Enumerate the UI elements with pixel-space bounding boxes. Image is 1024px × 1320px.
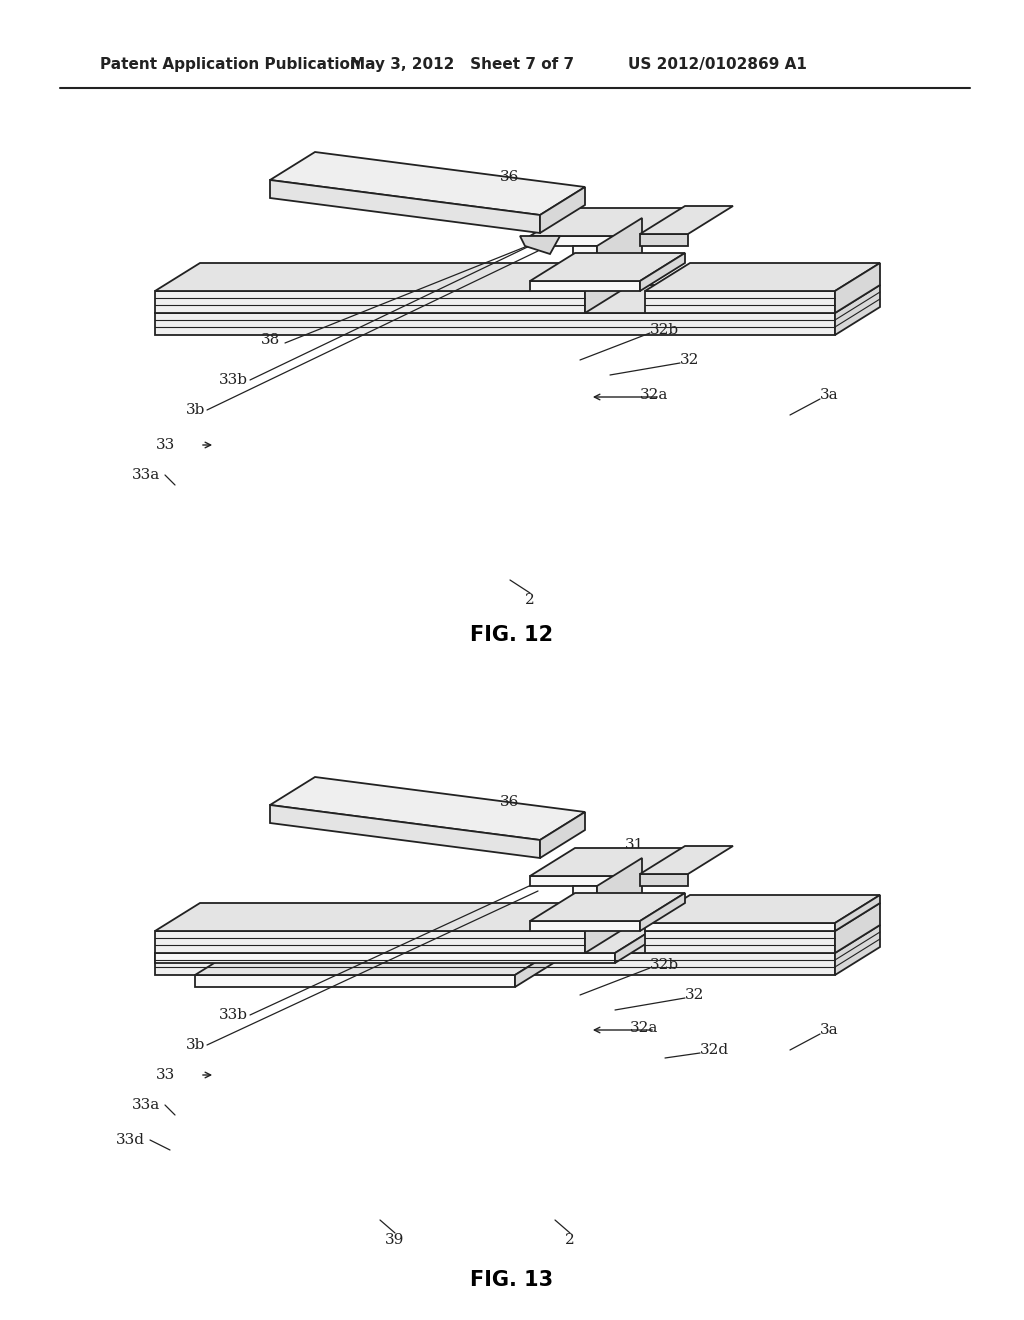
Polygon shape <box>270 777 585 840</box>
Polygon shape <box>573 246 597 281</box>
Polygon shape <box>640 209 685 246</box>
Text: 33d: 33d <box>116 1133 145 1147</box>
Polygon shape <box>645 290 835 313</box>
Text: 32: 32 <box>685 987 705 1002</box>
Polygon shape <box>520 236 560 253</box>
Polygon shape <box>530 209 685 236</box>
Polygon shape <box>835 925 880 975</box>
Polygon shape <box>615 925 660 964</box>
Polygon shape <box>640 846 733 874</box>
Polygon shape <box>155 953 835 975</box>
Text: Patent Application Publication: Patent Application Publication <box>100 58 360 73</box>
Text: US 2012/0102869 A1: US 2012/0102869 A1 <box>628 58 807 73</box>
Text: 33a: 33a <box>132 1098 160 1111</box>
Polygon shape <box>645 923 835 931</box>
Polygon shape <box>270 180 540 234</box>
Text: 33: 33 <box>156 1068 175 1082</box>
Text: 33b: 33b <box>219 374 248 387</box>
Polygon shape <box>155 290 585 313</box>
Text: 31: 31 <box>620 213 639 227</box>
Polygon shape <box>645 931 835 953</box>
Text: 3b: 3b <box>185 1038 205 1052</box>
Text: 33: 33 <box>156 438 175 451</box>
Text: 31: 31 <box>625 838 644 851</box>
Text: 2: 2 <box>525 593 535 607</box>
Polygon shape <box>155 263 630 290</box>
Text: 32b: 32b <box>650 323 679 337</box>
Polygon shape <box>835 285 880 335</box>
Polygon shape <box>835 903 880 953</box>
Polygon shape <box>640 874 688 886</box>
Polygon shape <box>155 313 835 335</box>
Polygon shape <box>540 812 585 858</box>
Polygon shape <box>573 886 597 921</box>
Polygon shape <box>155 925 660 953</box>
Polygon shape <box>195 946 560 975</box>
Text: May 3, 2012   Sheet 7 of 7: May 3, 2012 Sheet 7 of 7 <box>350 58 574 73</box>
Polygon shape <box>270 805 540 858</box>
Polygon shape <box>585 903 630 953</box>
Polygon shape <box>645 263 880 290</box>
Polygon shape <box>530 236 640 246</box>
Polygon shape <box>585 263 630 313</box>
Text: 32d: 32d <box>700 1043 729 1057</box>
Text: 38: 38 <box>260 333 280 347</box>
Polygon shape <box>835 263 880 313</box>
Polygon shape <box>597 858 642 921</box>
Polygon shape <box>640 234 688 246</box>
Polygon shape <box>155 953 615 964</box>
Text: 36: 36 <box>501 795 520 809</box>
Polygon shape <box>540 187 585 234</box>
Polygon shape <box>645 895 880 923</box>
Polygon shape <box>270 152 585 215</box>
Polygon shape <box>640 894 685 931</box>
Text: 2: 2 <box>565 1233 574 1247</box>
Text: 3b: 3b <box>185 403 205 417</box>
Polygon shape <box>155 285 880 313</box>
Text: FIG. 12: FIG. 12 <box>470 624 554 645</box>
Polygon shape <box>515 946 560 987</box>
Text: 32a: 32a <box>630 1020 658 1035</box>
Text: 33a: 33a <box>132 469 160 482</box>
Text: 3a: 3a <box>820 1023 839 1038</box>
Polygon shape <box>835 895 880 931</box>
Text: 3a: 3a <box>820 388 839 403</box>
Text: 32: 32 <box>680 352 699 367</box>
Polygon shape <box>155 903 630 931</box>
Polygon shape <box>155 925 880 953</box>
Polygon shape <box>155 931 585 953</box>
Text: 32a: 32a <box>640 388 669 403</box>
Polygon shape <box>530 894 685 921</box>
Text: 33b: 33b <box>219 1008 248 1022</box>
Polygon shape <box>597 218 642 281</box>
Polygon shape <box>530 876 640 886</box>
Polygon shape <box>640 206 733 234</box>
Text: 32b: 32b <box>650 958 679 972</box>
Text: 36: 36 <box>501 170 520 183</box>
Text: FIG. 13: FIG. 13 <box>470 1270 554 1290</box>
Polygon shape <box>195 975 515 987</box>
Text: 39: 39 <box>385 1233 404 1247</box>
Polygon shape <box>530 281 640 290</box>
Polygon shape <box>640 253 685 290</box>
Polygon shape <box>530 921 640 931</box>
Polygon shape <box>640 847 685 886</box>
Polygon shape <box>645 903 880 931</box>
Polygon shape <box>530 847 685 876</box>
Polygon shape <box>530 253 685 281</box>
